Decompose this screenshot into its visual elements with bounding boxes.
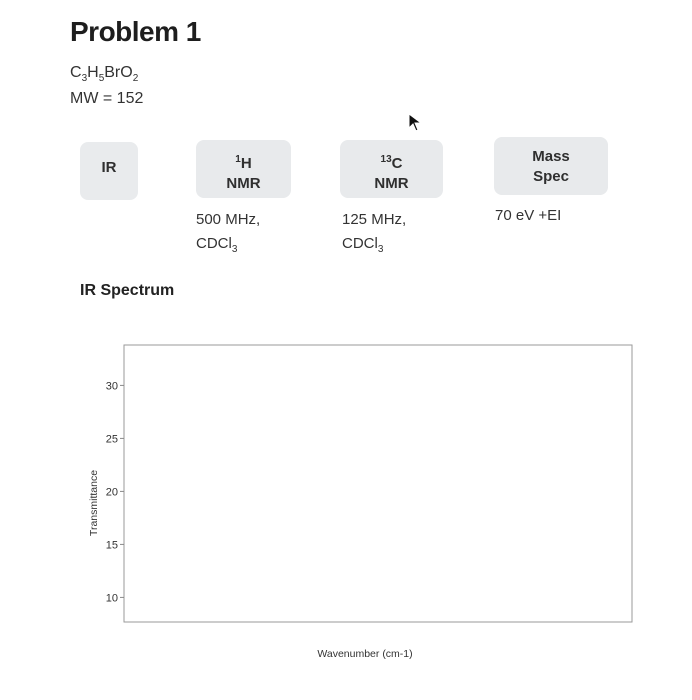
y-tick-label: 20	[106, 486, 118, 498]
c-nmr-solvent: CDCl3	[342, 232, 406, 262]
tab-ir[interactable]: IR	[80, 142, 138, 200]
h-nmr-conditions: 500 MHz, CDCl3	[196, 208, 260, 262]
mass-spec-conditions: 70 eV +EI	[495, 207, 562, 224]
y-axis-label: Transmittance	[88, 470, 100, 536]
y-tick-label: 25	[106, 433, 118, 445]
tab-ir-label: IR	[101, 159, 117, 176]
ir-spectrum-heading: IR Spectrum	[80, 282, 175, 299]
x-axis-label: Wavenumber (cm-1)	[317, 648, 412, 660]
h-nmr-solvent: CDCl3	[196, 232, 260, 262]
page-title: Problem 1	[70, 16, 201, 47]
tab-c-nmr[interactable]: 13C NMR	[340, 140, 443, 198]
c-nmr-conditions: 125 MHz, CDCl3	[342, 208, 406, 262]
nucleus-mass-number: 1	[235, 154, 241, 165]
formula-subscript: 2	[132, 73, 139, 85]
formula-subscript: 5	[98, 73, 105, 85]
solvent-subscript: 3	[377, 244, 384, 255]
molecular-formula: C3H5BrO2	[70, 64, 138, 84]
formula-subscript: 3	[81, 73, 88, 85]
nucleus-mass-number: 13	[380, 154, 392, 165]
tab-mass-line1: Mass	[532, 148, 570, 165]
solvent-subscript: 3	[231, 244, 238, 255]
tab-h-nmr-nucleus: 1H	[196, 150, 291, 174]
tab-mass-line2: Spec	[533, 168, 569, 185]
mouse-cursor-icon	[408, 113, 423, 132]
c-nmr-frequency: 125 MHz,	[342, 211, 407, 228]
formula-part: BrO	[104, 64, 133, 81]
tab-mass-spec[interactable]: Mass Spec	[494, 137, 608, 195]
tab-c-nmr-nucleus: 13C	[340, 150, 443, 174]
solvent-text: CDCl	[196, 235, 232, 252]
molecular-weight: MW = 152	[70, 90, 144, 107]
nucleus-symbol: C	[391, 155, 403, 172]
plot-frame	[123, 344, 633, 623]
solvent-text: CDCl	[342, 235, 378, 252]
nucleus-symbol: H	[240, 155, 252, 172]
y-tick-label: 30	[106, 380, 118, 392]
tab-h-nmr[interactable]: 1H NMR	[196, 140, 291, 198]
y-tick-label: 10	[106, 592, 118, 604]
tab-c-nmr-label: NMR	[374, 175, 409, 192]
y-tick-label: 15	[106, 539, 118, 551]
formula-part: H	[87, 64, 99, 81]
tab-h-nmr-label: NMR	[226, 175, 261, 192]
formula-part: C	[70, 64, 82, 81]
h-nmr-frequency: 500 MHz,	[196, 211, 261, 228]
